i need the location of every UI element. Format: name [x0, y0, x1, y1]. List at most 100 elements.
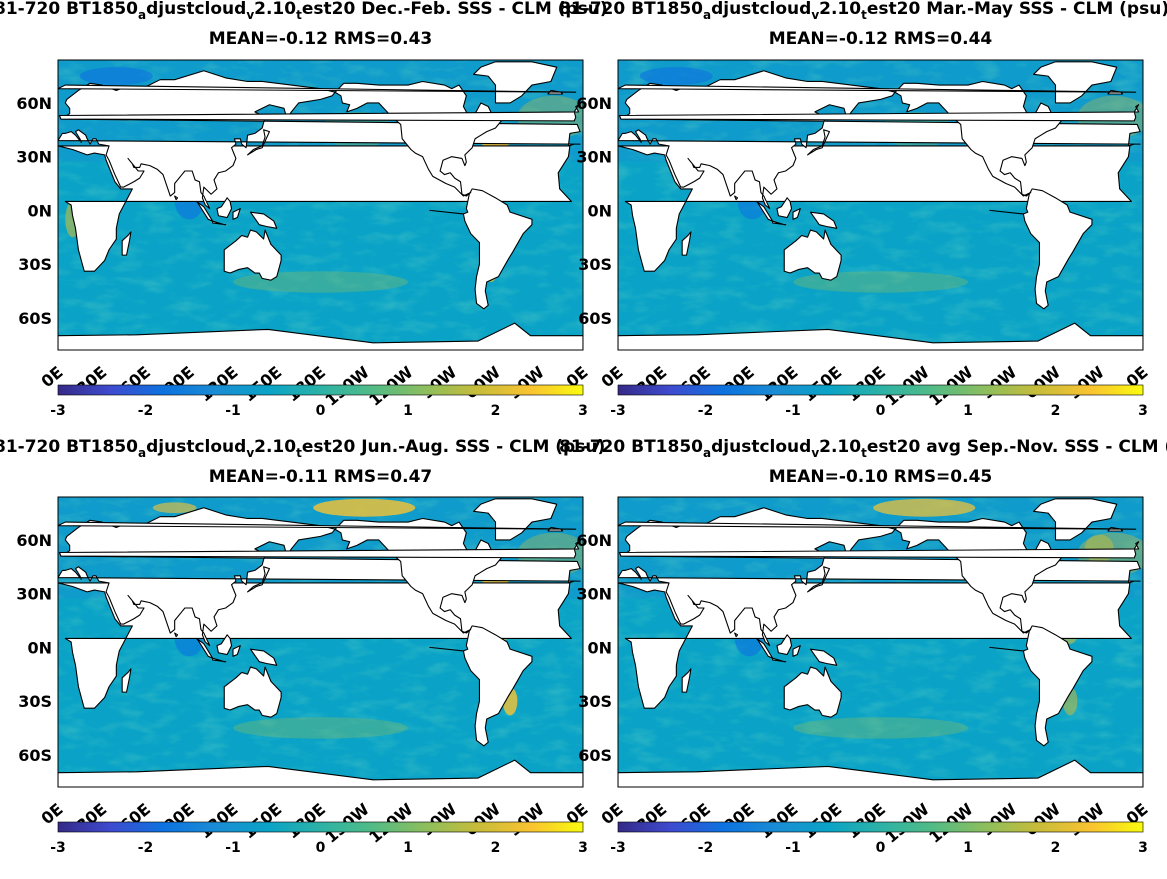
colorbar-tick-label: 0: [316, 403, 326, 419]
land-mass: [894, 517, 1062, 634]
map-panel-4: 81-720 BT1850adjustcloudv2.10test20 avg …: [559, 437, 1167, 856]
y-tick-label: 30N: [576, 148, 612, 167]
x-tick-label: 180E: [283, 800, 329, 843]
colorbar-tick-label: 2: [491, 403, 501, 419]
colorbar: [617, 821, 1144, 833]
map-area: [0, 60, 583, 350]
land-mass: [618, 521, 1137, 530]
y-tick-label: 0N: [27, 201, 52, 220]
x-tick-label: 90W: [978, 799, 1021, 839]
colorbar-tick-label: -3: [610, 840, 626, 856]
land-mass: [783, 229, 842, 281]
land-mass: [618, 541, 1140, 559]
land-mass: [121, 668, 132, 693]
land-mass: [58, 507, 581, 647]
colorbar-tick-label: 3: [578, 840, 588, 856]
land-mass: [807, 566, 831, 593]
land-mass: [681, 231, 692, 256]
x-tick-label: 180E: [843, 800, 889, 843]
land-mass: [755, 637, 774, 659]
map-frame: [57, 59, 584, 351]
antarctica: [58, 759, 583, 787]
y-tick-label: 60N: [576, 531, 612, 550]
y-tick-label: 30S: [18, 255, 52, 274]
colorbar-tick-label: 2: [1051, 403, 1061, 419]
x-tick-label: 180E: [283, 363, 329, 406]
land-mass: [618, 507, 1141, 647]
land-mass: [473, 61, 558, 104]
x-tick-label: 60W: [461, 362, 504, 402]
x-tick-label: 120E: [755, 800, 801, 843]
land-mass: [755, 200, 774, 222]
colorbar-tick-label: 0: [876, 840, 886, 856]
x-tick-label: 60W: [1021, 799, 1064, 839]
panel-title: 81-720 BT1850adjustcloudv2.10test20 Mar.…: [559, 0, 1167, 22]
x-tick-label: 150E: [239, 800, 285, 843]
anomaly-patch: [233, 271, 408, 293]
land-mass: [989, 188, 1093, 310]
x-tick-label: 60W: [461, 799, 504, 839]
map-panel-3: 81-720 BT1850adjustcloudv2.10test20 Jun.…: [0, 437, 605, 856]
anomaly-patch: [313, 498, 416, 517]
land-mass: [734, 195, 739, 201]
land-mass: [429, 625, 533, 747]
colorbar-tick-label: -2: [138, 840, 154, 856]
land-mass: [0, 71, 55, 209]
land-mass: [121, 231, 132, 256]
colorbar: [57, 384, 584, 396]
colorbar: [617, 384, 1144, 396]
land-mass: [58, 521, 577, 530]
land-mass: [216, 634, 233, 656]
antarctica: [618, 759, 1143, 787]
land-mass: [618, 70, 1141, 210]
colorbar-tick-label: 3: [578, 403, 588, 419]
land-mass: [195, 637, 214, 659]
land-mass: [58, 84, 577, 93]
land-mass: [58, 104, 580, 122]
colorbar-tick-label: 2: [1051, 840, 1061, 856]
colorbar-tick-label: 0: [876, 403, 886, 419]
panel-title: 81-720 BT1850adjustcloudv2.10test20 avg …: [559, 437, 1167, 460]
land-mass: [58, 541, 580, 559]
anomaly-patch: [639, 67, 713, 86]
land-mass: [58, 70, 581, 210]
map-frame: [57, 496, 584, 788]
colorbar-tick-label: -1: [785, 403, 801, 419]
land-mass: [0, 508, 55, 646]
x-tick-label: 150E: [799, 363, 845, 406]
panel-stats: MEAN=-0.12 RMS=0.43: [209, 29, 433, 49]
land-mass: [0, 189, 7, 309]
land-mass: [195, 200, 214, 222]
antarctica: [618, 322, 1143, 350]
x-tick-label: 30W: [1065, 362, 1108, 402]
map-area: [618, 60, 1143, 350]
colorbar-tick-label: -1: [225, 403, 241, 419]
land-mass: [429, 188, 533, 310]
panel-title: 81-720 BT1850adjustcloudv2.10test20 Dec.…: [0, 0, 608, 22]
y-tick-label: 30N: [16, 585, 52, 604]
y-tick-label: 30S: [578, 255, 612, 274]
colorbar-tick-label: 3: [1138, 840, 1148, 856]
y-tick-label: 60N: [576, 94, 612, 113]
panel-stats: MEAN=-0.10 RMS=0.45: [769, 467, 993, 487]
colorbar-tick-label: 1: [963, 403, 973, 419]
land-mass: [0, 626, 7, 746]
y-tick-label: 0N: [587, 638, 612, 657]
y-tick-label: 30N: [16, 148, 52, 167]
colorbar-tick-label: -2: [698, 403, 714, 419]
land-mass: [223, 229, 282, 281]
land-mass: [776, 197, 793, 219]
map-area: [0, 497, 583, 787]
y-tick-label: 60N: [16, 94, 52, 113]
x-tick-label: 30W: [1065, 799, 1108, 839]
colorbar-tick-label: -1: [785, 840, 801, 856]
x-tick-label: 90W: [978, 362, 1021, 402]
land-mass: [894, 80, 1062, 197]
antarctica: [58, 322, 583, 350]
anomaly-patch: [79, 67, 153, 86]
anomaly-patch: [152, 502, 197, 514]
map-frame: [617, 496, 1144, 788]
colorbar-tick-label: 3: [1138, 403, 1148, 419]
land-mass: [334, 517, 502, 634]
